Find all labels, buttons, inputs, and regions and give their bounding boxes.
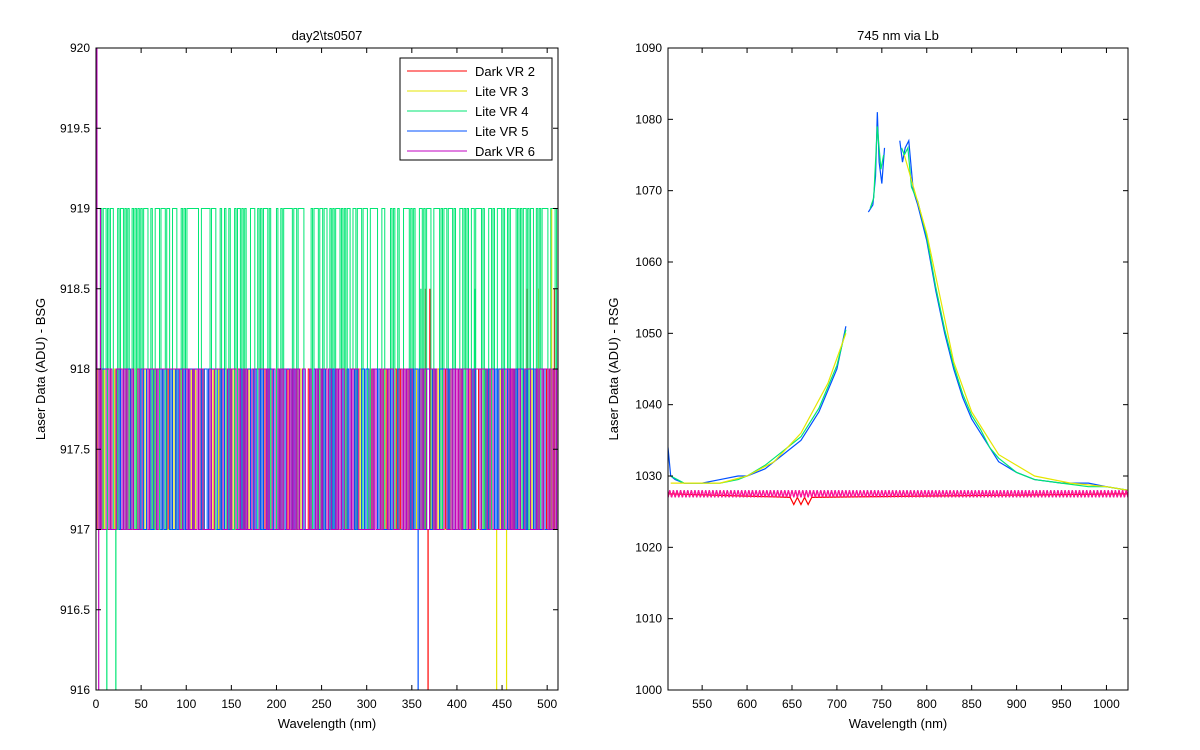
right-y-tick-label: 1000 [635,683,662,697]
left-y-tick-label: 916 [70,683,90,697]
right-y-tick-label: 1010 [635,612,662,626]
right-y-tick-label: 1070 [635,184,662,198]
left-y-tick-label: 919.5 [60,121,90,135]
left-x-tick-label: 100 [176,697,196,711]
left-x-tick-label: 400 [447,697,467,711]
right-y-tick-label: 1060 [635,255,662,269]
left-x-tick-label: 200 [266,697,286,711]
legend-label: Lite VR 4 [475,104,528,119]
left-y-tick-label: 918.5 [60,282,90,296]
right-x-tick-label: 950 [1052,697,1072,711]
right-x-tick-label: 900 [1007,697,1027,711]
left-plot-y-axis-label: Laser Data (ADU) - BSG [33,298,48,440]
spectrum-line-2 [670,154,1128,491]
right-x-tick-label: 850 [962,697,982,711]
right-y-tick-label: 1050 [635,326,662,340]
right-plot-y-axis-label: Laser Data (ADU) - RSG [606,297,621,440]
right-x-tick-label: 700 [827,697,847,711]
left-x-tick-label: 300 [357,697,377,711]
left-plot-x-axis-label: Wavelength (nm) [278,716,377,731]
left-plot: 0 50 100 150 200 250 300 350 400 450 500 916 916.5 91… [33,28,559,731]
right-y-tick-label: 1020 [635,540,662,554]
right-plot: 550 600 650 700 750 800 850 900 950 1000 1000 1010 1… [606,28,1129,731]
left-y-tick-label: 920 [70,41,90,55]
right-y-tick-label: 1030 [635,469,662,483]
right-x-tick-label: 800 [917,697,937,711]
right-y-tick-label: 1090 [635,41,662,55]
right-plot-x-axis-label: Wavelength (nm) [849,716,948,731]
left-y-tick-label: 919 [70,202,90,216]
left-x-tick-label: 50 [134,697,148,711]
legend-label: Dark VR 6 [475,144,535,159]
left-x-tick-label: 150 [221,697,241,711]
right-plot-frame [667,47,1129,691]
left-x-tick-label: 500 [537,697,557,711]
left-x-tick-label: 250 [312,697,332,711]
left-plot-title: day2\ts0507 [292,28,363,43]
left-y-tick-label: 916.5 [60,603,90,617]
legend-label: Dark VR 2 [475,64,535,79]
right-plot-title: 745 nm via Lb [857,28,939,43]
right-x-tick-label: 550 [692,697,712,711]
right-x-tick-label: 650 [782,697,802,711]
legend-label: Lite VR 3 [475,84,528,99]
legend-box [399,57,553,161]
left-y-tick-label: 917.5 [60,442,90,456]
left-x-tick-label: 350 [402,697,422,711]
right-x-tick-label: 600 [737,697,757,711]
spectrum-line-4 [668,493,1128,506]
spectrum-line-5 [668,490,1128,498]
right-y-tick-label: 1040 [635,398,662,412]
right-y-tick-label: 1080 [635,112,662,126]
right-x-tick-label: 750 [872,697,892,711]
legend-label: Lite VR 5 [475,124,528,139]
series-line-4 [96,368,558,530]
left-y-tick-label: 918 [70,362,90,376]
legend: Dark VR 2 Lite VR 3 Lite VR 4 Lite VR 5 Dark… [399,57,553,161]
left-y-tick-label: 917 [70,523,90,537]
left-x-tick-label: 0 [93,697,100,711]
right-x-tick-label: 1000 [1093,697,1120,711]
left-x-tick-label: 450 [492,697,512,711]
